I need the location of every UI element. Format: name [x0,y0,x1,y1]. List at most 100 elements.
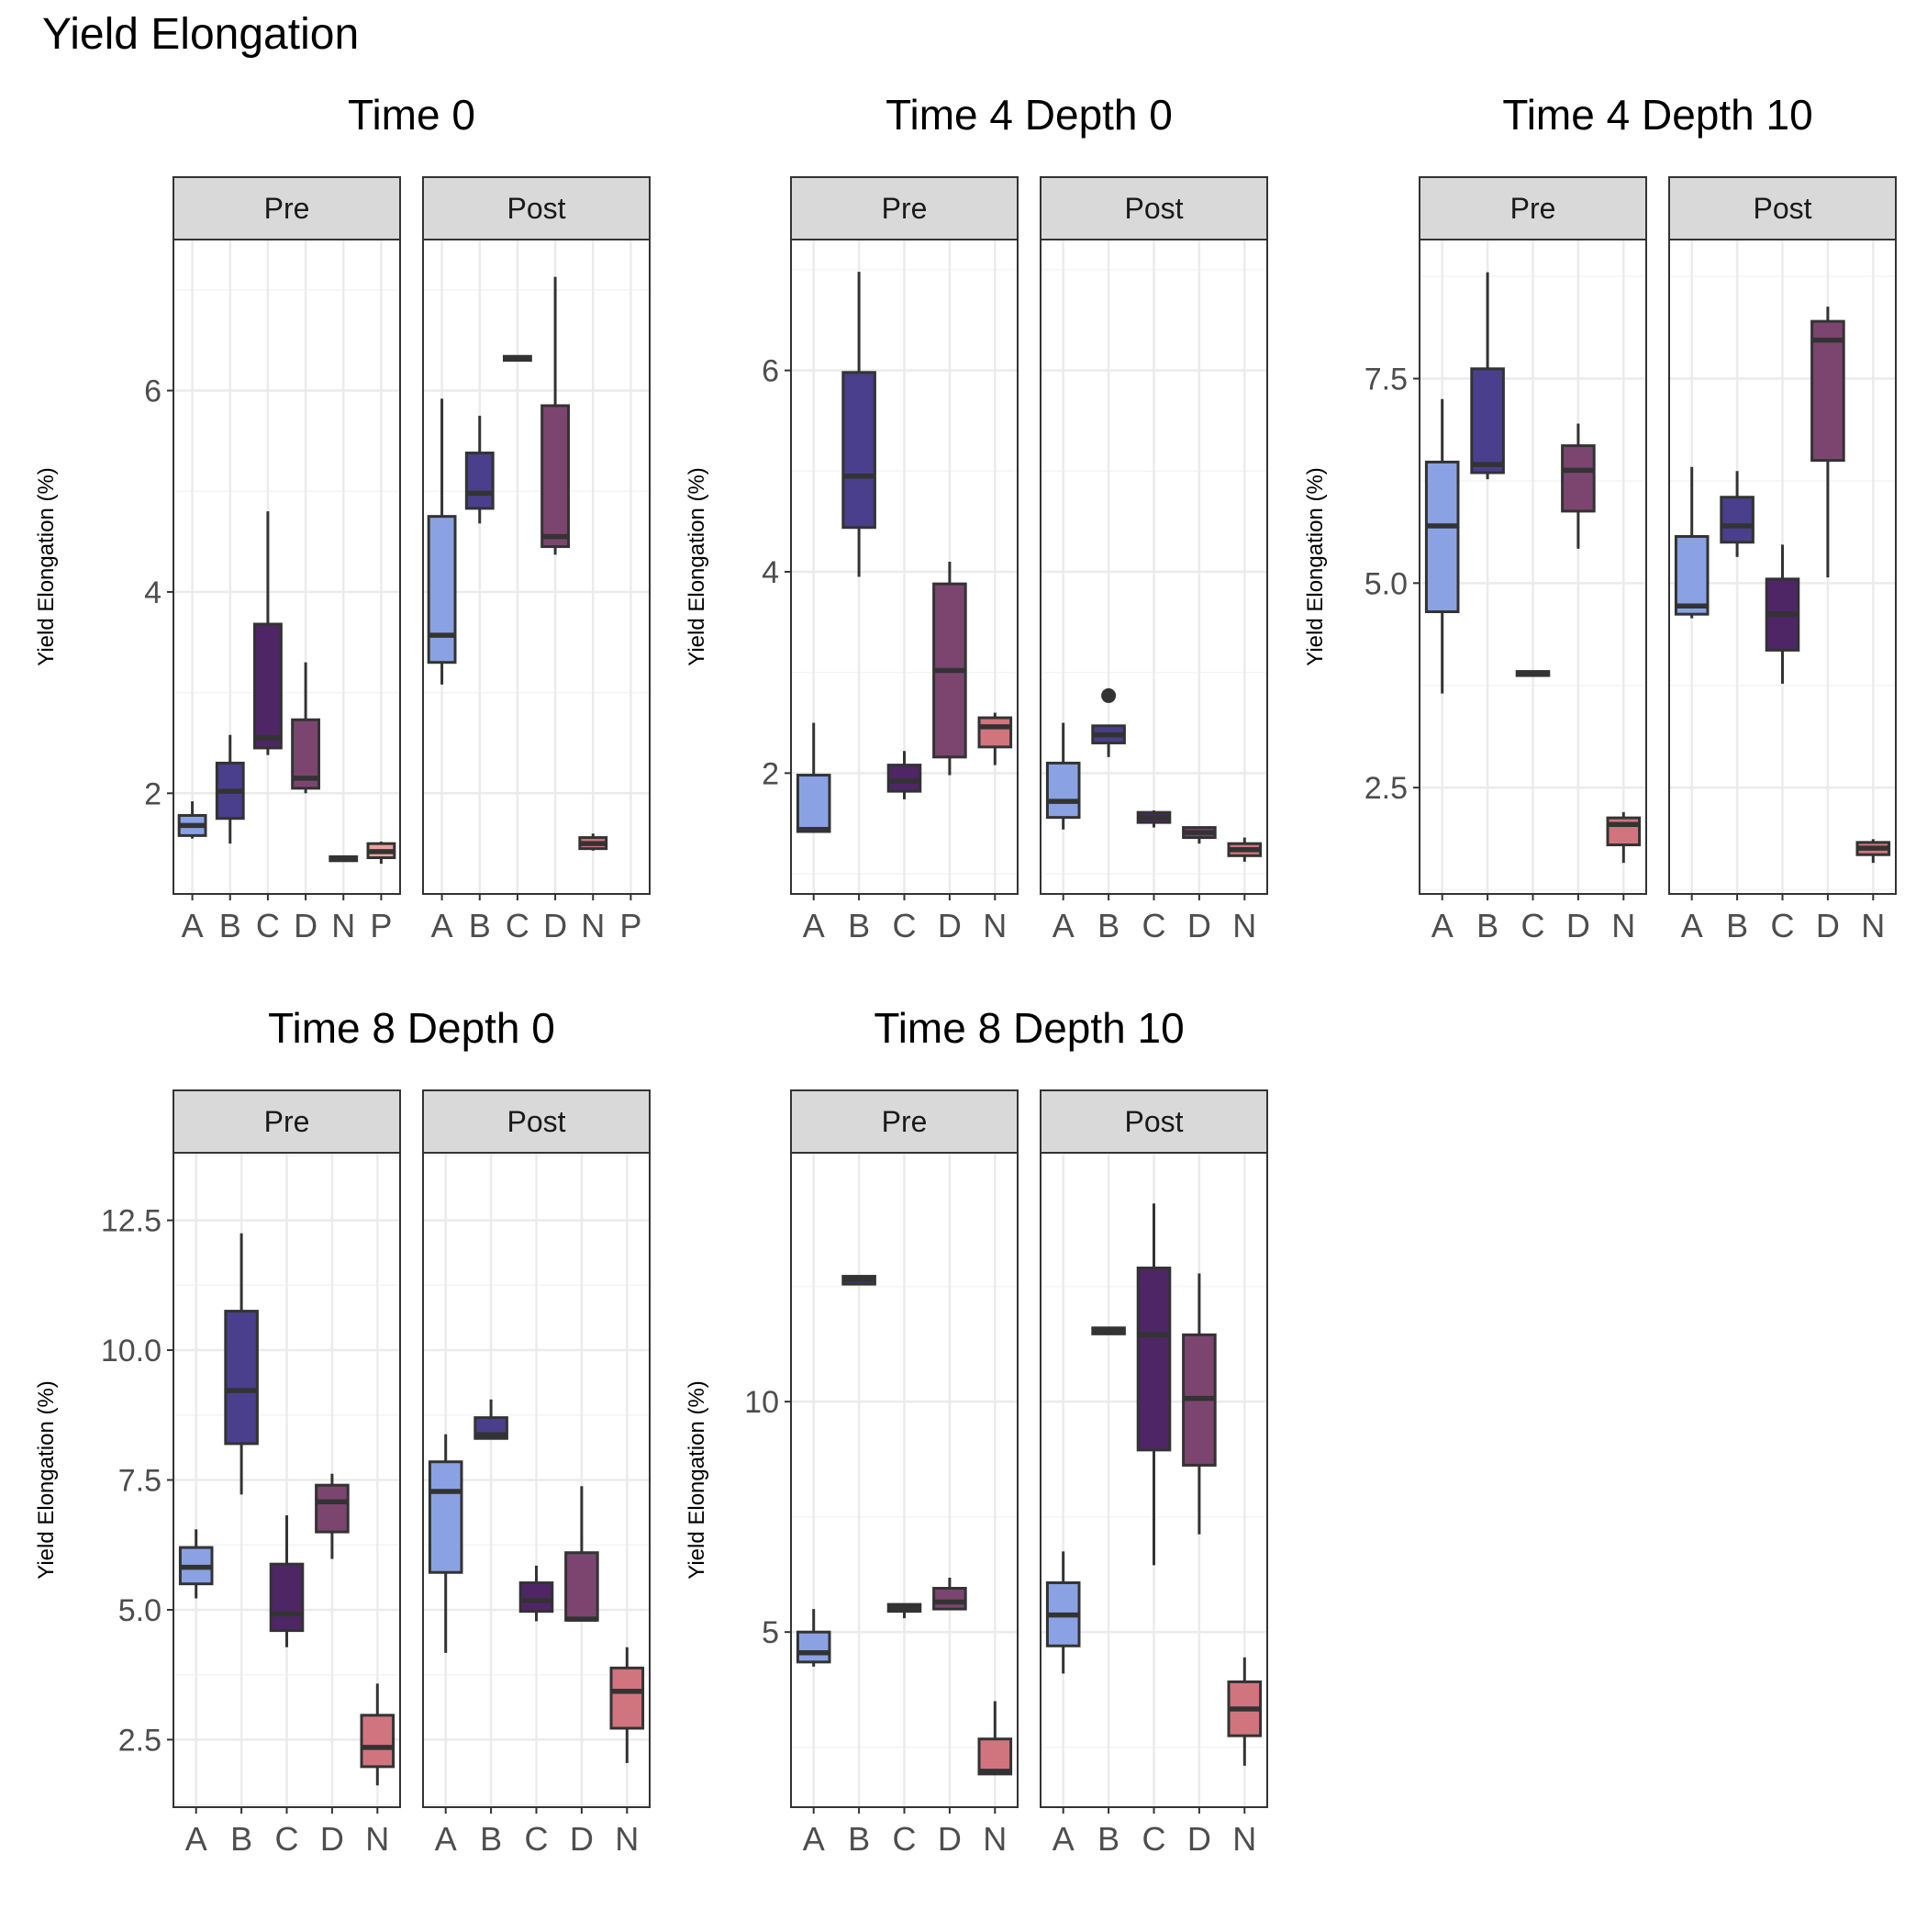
x-tick-label: N [1861,907,1885,944]
box-body [609,1666,645,1730]
box-N [609,1647,645,1763]
box-body [427,515,457,664]
x-tick-label: C [1142,1820,1166,1858]
x-tick-label: N [983,1820,1007,1858]
box-B [464,415,495,524]
x-tick-label: D [1187,1820,1211,1858]
x-tick-label: D [320,1820,344,1858]
box-body [564,1551,599,1622]
x-tick-label: D [543,907,567,944]
box-A [1674,466,1710,619]
box-N [360,1683,395,1786]
panel-background [423,240,650,894]
x-tick-label: N [615,1820,639,1858]
box-D [1182,1273,1217,1535]
x-tick-label: D [938,1820,962,1858]
strip-background [173,176,401,240]
chart-title: Time 4 Depth 0 [886,91,1173,139]
x-tick-label: B [1476,907,1498,944]
x-tick-label: B [230,1820,252,1858]
x-tick-label: N [365,1820,389,1858]
box-body [540,404,570,549]
x-tick-label: B [848,1820,870,1858]
box-C [503,354,532,363]
x-tick-label: C [525,1820,549,1858]
box-N [1606,811,1642,864]
facet-panel: Post A B C D N [1040,1089,1268,1858]
box-body [428,1460,463,1574]
x-tick-label: A [1053,1820,1075,1858]
box-P [366,841,396,865]
y-tick-label: 2 [144,776,162,811]
box-D [315,1473,350,1559]
strip-background [1040,1089,1268,1154]
y-axis-label: Yield Elongation (%) [34,467,59,666]
x-tick-label: N [1232,1820,1256,1858]
y-axis-label: Yield Elongation (%) [685,1380,709,1580]
box-N [1227,1657,1263,1766]
box-A [1045,1551,1081,1674]
y-tick-label: 4 [144,575,162,610]
box-body [977,1737,1013,1776]
box-B [224,1233,259,1495]
box-body [315,1483,350,1534]
box-D [540,276,570,555]
y-tick-label: 2 [762,756,779,791]
y-axis-label: Yield Elongation (%) [1303,467,1328,666]
box-body [796,1630,831,1664]
y-tick-label: 6 [762,354,779,389]
x-tick-label: N [581,907,605,944]
box-body [253,622,283,750]
y-tick-label: 2.5 [118,1723,162,1758]
x-tick-label: A [1053,907,1075,944]
box-C [1136,1203,1172,1566]
chart-group: Time 8 Depth 10 Yield Elongation (%) 5 10 Pr… [685,1004,1268,1858]
x-tick-label: A [435,1820,457,1858]
strip-background [422,1089,651,1154]
box-body [1810,319,1845,463]
box-D [932,1577,967,1611]
figure-title: Yield Elongation [42,10,360,59]
box-body [932,1586,967,1611]
x-tick-label: B [848,907,870,944]
box-B [1091,687,1126,757]
x-tick-label: B [219,907,241,944]
y-tick-label: 5 [762,1615,779,1650]
box-body [1561,444,1596,513]
box-C [1765,544,1800,684]
x-tick-label: A [431,907,453,944]
box-B [473,1399,508,1440]
facet-panel: Post A B C D N [1668,176,1897,944]
x-tick-label: N [1232,907,1256,944]
facet-panel: Pre A B C D N [790,1089,1019,1858]
box-N [1227,837,1263,862]
x-tick-label: P [619,907,641,944]
box-A [796,722,831,833]
x-tick-label: C [506,907,529,944]
panel-background [173,240,400,894]
strip-label: Post [507,192,565,225]
box-body [360,1714,395,1769]
box-body [464,452,495,510]
outlier-point [1101,687,1117,703]
box-B [1720,471,1754,557]
box-B [841,1275,876,1286]
strip-background [1419,176,1647,240]
box-A [796,1609,831,1667]
box-N [977,712,1013,765]
x-tick-label: A [182,907,204,944]
x-tick-label: A [803,1820,825,1858]
box-D [932,562,967,776]
box-C [269,1514,305,1647]
chart-group: Time 4 Depth 10 Yield Elongation (%) 2.5 5.… [1303,91,1897,944]
strip-background [1668,176,1897,240]
x-tick-label: P [370,907,392,944]
box-C [886,751,922,799]
box-body [1136,1267,1172,1452]
x-tick-label: C [1142,907,1166,944]
chart-title: Time 8 Depth 0 [268,1004,555,1052]
x-tick-label: D [294,907,317,944]
box-body [886,764,922,793]
chart-title: Time 8 Depth 10 [874,1004,1184,1052]
